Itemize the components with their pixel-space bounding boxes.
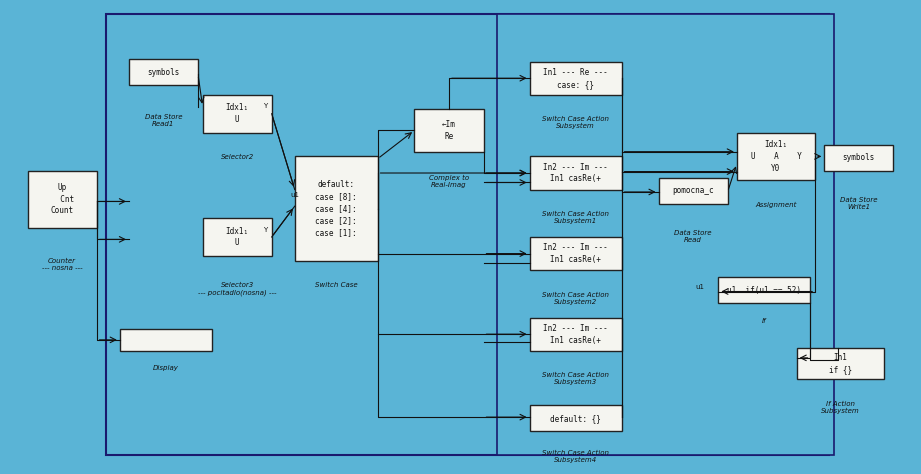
Text: case: {}: case: {}	[557, 80, 594, 89]
Text: In1 casRe(+: In1 casRe(+	[550, 174, 601, 183]
Text: u1: u1	[290, 191, 299, 198]
Text: default:: default:	[318, 181, 355, 189]
FancyBboxPatch shape	[824, 145, 893, 171]
Text: In1 casRe(+: In1 casRe(+	[550, 255, 601, 264]
Text: symbols: symbols	[147, 68, 180, 77]
Text: Data Store
Read: Data Store Read	[674, 230, 712, 243]
Text: Data Store
Write1: Data Store Write1	[840, 197, 878, 210]
FancyBboxPatch shape	[106, 14, 829, 455]
Text: In1: In1	[834, 354, 847, 362]
Text: Switch Case Action
Subsystem: Switch Case Action Subsystem	[542, 116, 609, 129]
Text: Counter
--- nosna ---: Counter --- nosna ---	[41, 258, 83, 271]
FancyBboxPatch shape	[737, 133, 815, 180]
Text: U    A    Y: U A Y	[751, 152, 801, 161]
Text: Selector2: Selector2	[220, 154, 254, 160]
Text: U: U	[235, 115, 239, 124]
Text: Switch Case Action
Subsystem1: Switch Case Action Subsystem1	[542, 211, 609, 224]
Text: case [8]:: case [8]:	[315, 192, 357, 201]
Text: Display: Display	[153, 365, 179, 371]
Text: If: If	[762, 318, 767, 324]
Text: In2 --- Im ---: In2 --- Im ---	[543, 243, 608, 252]
FancyBboxPatch shape	[203, 95, 272, 133]
FancyBboxPatch shape	[203, 218, 272, 256]
Text: u1  if(u1 == 52): u1 if(u1 == 52)	[728, 286, 801, 295]
Text: Y0: Y0	[771, 164, 781, 173]
Text: if {}: if {}	[829, 365, 852, 374]
Text: case [1]:: case [1]:	[315, 228, 357, 237]
Text: U: U	[235, 238, 239, 247]
Text: Switch Case Action
Subsystem4: Switch Case Action Subsystem4	[542, 450, 609, 464]
Text: If Action
Subsystem: If Action Subsystem	[821, 401, 860, 414]
Text: In1 casRe(+: In1 casRe(+	[550, 336, 601, 345]
FancyBboxPatch shape	[659, 178, 728, 204]
Text: Switch Case Action
Subsystem3: Switch Case Action Subsystem3	[542, 372, 609, 385]
Text: In2 --- Im ---: In2 --- Im ---	[543, 163, 608, 172]
Text: case [4]:: case [4]:	[315, 204, 357, 213]
FancyBboxPatch shape	[120, 329, 212, 351]
FancyBboxPatch shape	[414, 109, 484, 152]
Text: Re: Re	[444, 132, 454, 141]
Text: In1 --- Re ---: In1 --- Re ---	[543, 68, 608, 77]
FancyBboxPatch shape	[28, 171, 97, 228]
Text: Switch Case Action
Subsystem2: Switch Case Action Subsystem2	[542, 292, 609, 305]
Text: Y: Y	[262, 103, 267, 109]
Text: Switch Case: Switch Case	[315, 282, 357, 288]
Text: Data Store
Read1: Data Store Read1	[145, 114, 182, 127]
FancyBboxPatch shape	[797, 348, 884, 379]
Text: symbols: symbols	[843, 153, 875, 162]
Text: Idx1₁: Idx1₁	[764, 140, 787, 149]
FancyBboxPatch shape	[530, 62, 622, 95]
Text: Idx1₁: Idx1₁	[226, 227, 249, 236]
FancyBboxPatch shape	[497, 14, 834, 455]
Text: Idx1₁: Idx1₁	[226, 103, 249, 112]
FancyBboxPatch shape	[530, 237, 622, 270]
Text: Assignment: Assignment	[755, 201, 797, 208]
Text: default: {}: default: {}	[550, 414, 601, 423]
Text: Selector3
--- pocitadlo(nosna) ---: Selector3 --- pocitadlo(nosna) ---	[198, 282, 276, 296]
FancyBboxPatch shape	[129, 59, 198, 85]
FancyBboxPatch shape	[530, 318, 622, 351]
Text: Count: Count	[51, 207, 74, 215]
FancyBboxPatch shape	[530, 405, 622, 431]
Text: Complex to
Real-Imag: Complex to Real-Imag	[429, 175, 469, 189]
Text: ←Im: ←Im	[442, 120, 456, 129]
Text: Y: Y	[262, 227, 267, 233]
Text: Cnt: Cnt	[51, 195, 74, 203]
Text: case [2]:: case [2]:	[315, 216, 357, 225]
Text: In2 --- Im ---: In2 --- Im ---	[543, 324, 608, 333]
Text: u1: u1	[695, 284, 705, 290]
Text: Up: Up	[57, 183, 67, 191]
FancyBboxPatch shape	[530, 156, 622, 190]
FancyBboxPatch shape	[718, 277, 810, 303]
FancyBboxPatch shape	[295, 156, 378, 261]
Text: pomocna_c: pomocna_c	[672, 186, 714, 195]
